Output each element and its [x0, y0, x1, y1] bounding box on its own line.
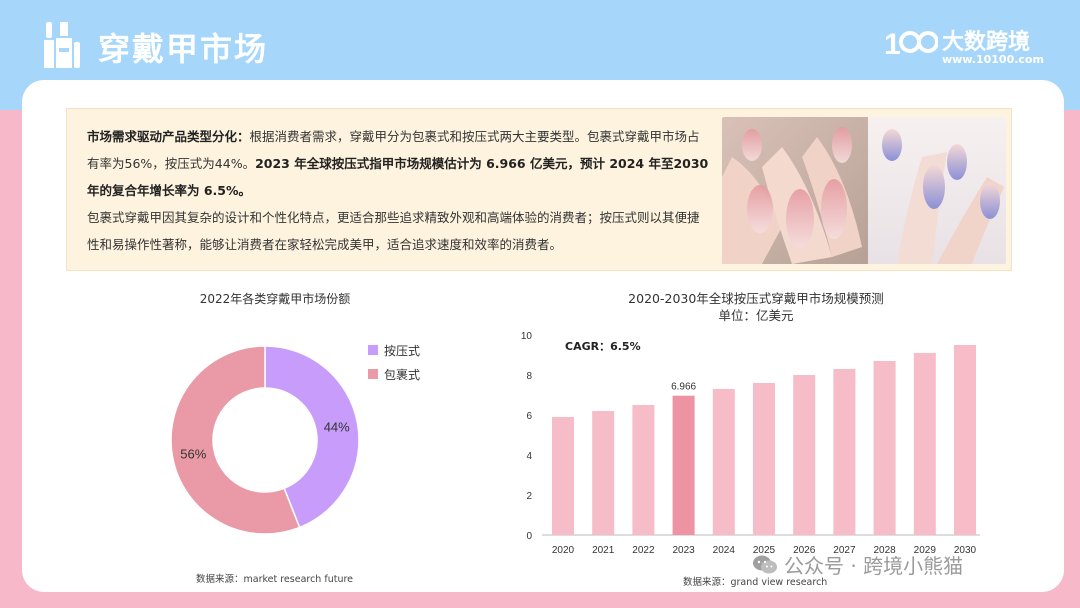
- x-tick-2028: 2028: [873, 545, 896, 556]
- logo-name: 大数跨境: [942, 30, 1031, 55]
- wechat-icon: [753, 555, 777, 573]
- bar-2023: [672, 395, 695, 535]
- logo-url: www.10100.com: [942, 53, 1044, 66]
- x-tick-2030: 2030: [954, 545, 977, 556]
- x-tick-2026: 2026: [793, 545, 816, 556]
- x-tick-2029: 2029: [914, 545, 937, 556]
- y-tick-5: 10: [521, 331, 533, 342]
- pie-label-0: 44%: [324, 419, 350, 434]
- intro-text: 市场需求驱动产品类型分化：根据消费者需求，穿戴甲分为包裹式和按压式两大主要类型。…: [87, 123, 709, 258]
- bar-2029: [913, 353, 936, 535]
- legend-item-wrap: 包裹式: [368, 362, 420, 386]
- cagr-annotation: CAGR：6.5%: [565, 340, 641, 353]
- watermark-text: 公众号 · 跨境小熊猫: [784, 554, 964, 578]
- pie-chart: 44% 56%: [170, 345, 360, 535]
- nail-polish-icon: [44, 22, 80, 68]
- bar-chart-title-main: 2020-2030年全球按压式穿戴甲市场规模预测: [628, 291, 884, 306]
- intro-box: 市场需求驱动产品类型分化：根据消费者需求，穿戴甲分为包裹式和按压式两大主要类型。…: [66, 108, 1012, 271]
- logo-mark-icon: 1: [884, 28, 938, 61]
- legend-label-press: 按压式: [384, 343, 421, 358]
- x-tick-2023: 2023: [672, 545, 695, 556]
- legend-item-press: 按压式: [368, 338, 420, 362]
- bar-chart-subtitle: 单位：亿美元: [718, 308, 794, 323]
- bar-2021: [592, 411, 615, 535]
- pie-slice-1: [170, 345, 301, 535]
- intro-paragraph-1: 根据消费者需求，穿戴甲分为包裹式和按压式两大主要类型。包裹式穿戴甲市场占有率为5…: [87, 129, 700, 171]
- bar-2024: [712, 389, 735, 535]
- x-tick-2025: 2025: [753, 545, 776, 556]
- y-tick-2: 4: [526, 451, 532, 462]
- x-tick-2024: 2024: [713, 545, 736, 556]
- bar-source: 数据来源：grand view research: [683, 577, 828, 588]
- bar-2026: [793, 375, 816, 535]
- x-tick-2020: 2020: [552, 545, 575, 556]
- pie-chart-title: 2022年各类穿戴甲市场份额: [199, 292, 351, 306]
- pie-legend: 按压式 包裹式: [368, 338, 420, 386]
- pie-label-1: 56%: [180, 447, 206, 462]
- brand-logo: 1 大数跨境 www.10100.com: [884, 18, 1044, 68]
- bar-2030: [954, 345, 976, 535]
- bar-2027: [833, 369, 856, 535]
- pie-slice-0: [264, 345, 360, 529]
- y-tick-0: 0: [526, 531, 532, 542]
- bar-chart: 0 2 4 6 8 10 2020 2021 2022 2023 6.966 2024 2025 2026…: [521, 331, 980, 556]
- pie-source: 数据来源：market research future: [196, 574, 354, 585]
- bar-2028: [873, 361, 896, 535]
- intro-paragraph-1-bold: 2023 年全球按压式指甲市场规模估计为 6.966 亿美元，预计 2024 年…: [87, 156, 709, 198]
- legend-label-wrap: 包裹式: [384, 367, 421, 382]
- y-tick-4: 8: [526, 371, 532, 382]
- x-tick-2027: 2027: [833, 545, 856, 556]
- bar-chart-title: 2020-2030年全球按压式穿戴甲市场规模预测 单位：亿美元: [556, 290, 956, 324]
- page-title: 穿戴甲市场: [98, 30, 269, 68]
- x-tick-2021: 2021: [592, 545, 615, 556]
- bar-2025: [753, 383, 775, 535]
- y-tick-3: 6: [526, 411, 532, 422]
- intro-paragraph-2: 包裹式穿戴甲因其复杂的设计和个性化特点，更适合那些追求精致外观和高端体验的消费者…: [87, 210, 700, 252]
- watermark: 公众号 · 跨境小熊猫: [752, 550, 963, 579]
- bar-data-label: 6.966: [671, 382, 696, 393]
- legend-swatch-press: [368, 345, 378, 355]
- bar-2020: [552, 417, 574, 535]
- svg-text:1: 1: [884, 28, 901, 61]
- nail-photo: [722, 117, 1006, 264]
- y-tick-1: 2: [526, 491, 532, 502]
- intro-heading: 市场需求驱动产品类型分化：: [87, 129, 250, 144]
- bar-2022: [632, 405, 655, 535]
- x-tick-2022: 2022: [632, 545, 655, 556]
- legend-swatch-wrap: [368, 369, 378, 379]
